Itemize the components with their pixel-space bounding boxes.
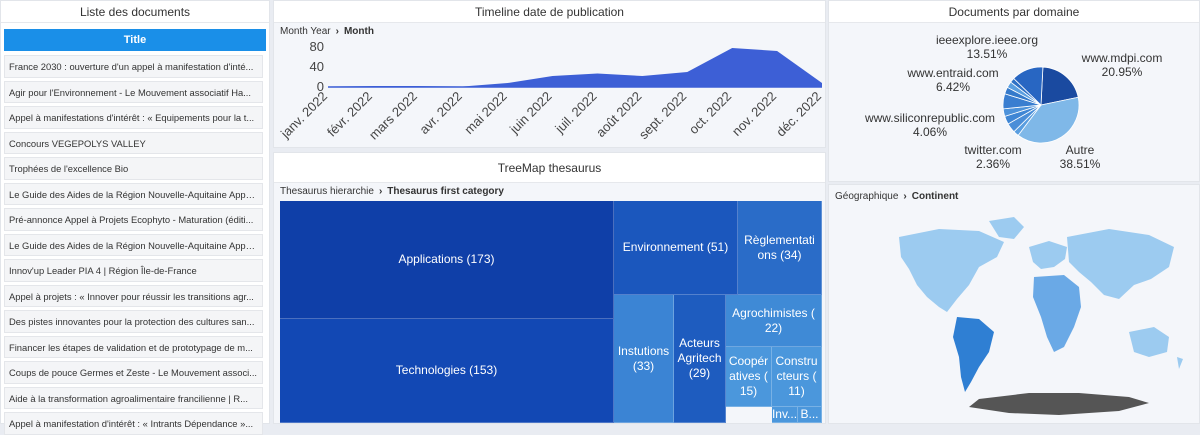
breadcrumb: Géographique › Continent xyxy=(829,185,1199,205)
document-list: France 2030 : ouverture d'un appel à man… xyxy=(1,55,269,435)
map-asia xyxy=(1067,229,1174,299)
list-item[interactable]: Concours VEGEPOLYS VALLEY xyxy=(4,131,263,154)
pie-label-twitter: twitter.com 2.36% xyxy=(964,143,1022,171)
panel-title: Timeline date de publication xyxy=(274,1,825,23)
panel-title: Liste des documents xyxy=(1,1,269,23)
x-tick-label: déc. 2022 xyxy=(773,89,824,140)
treemap-cell[interactable]: Instutions (33) xyxy=(614,295,674,423)
treemap-cell[interactable]: Règlementati ons (34) xyxy=(738,201,822,295)
map-south-america xyxy=(953,317,994,392)
list-item[interactable]: Innov'up Leader PIA 4 | Région Île-de-Fr… xyxy=(4,259,263,282)
x-tick-label: oct. 2022 xyxy=(686,89,734,137)
treemap-cell[interactable]: Technologies (153) xyxy=(280,319,614,423)
x-tick-label: nov. 2022 xyxy=(729,89,779,139)
map-oceania xyxy=(1129,327,1169,357)
documents-panel: Liste des documents Title France 2030 : … xyxy=(0,0,270,435)
treemap-cell[interactable]: Constru cteurs ( 11) xyxy=(772,347,822,407)
pie-label-ieee: ieeexplore.ieee.org 13.51% xyxy=(935,33,1039,61)
domain-panel: Documents par domaine ieeexplore.ieee.or… xyxy=(828,0,1200,182)
geo-panel: Géographique › Continent xyxy=(828,184,1200,424)
world-map[interactable] xyxy=(829,207,1200,422)
treemap-panel: TreeMap thesaurus Thesaurus hierarchie › T… xyxy=(273,152,826,424)
x-tick-label: mars 2022 xyxy=(366,89,420,143)
breadcrumb-parent[interactable]: Thesaurus hierarchie xyxy=(280,186,374,197)
treemap-cell[interactable]: Coopér atives ( 15) xyxy=(726,347,772,407)
map-antarctica xyxy=(969,393,1149,415)
list-item[interactable]: Le Guide des Aides de la Région Nouvelle… xyxy=(4,182,263,205)
map-new-zealand xyxy=(1177,357,1183,369)
breadcrumb-parent[interactable]: Géographique xyxy=(835,191,899,202)
area-series[interactable] xyxy=(328,48,822,87)
x-tick-label: janv. 2022 xyxy=(277,89,330,142)
breadcrumb-current: Continent xyxy=(911,191,959,202)
pie-slice[interactable] xyxy=(1017,96,1080,144)
column-header-title[interactable]: Title xyxy=(4,29,266,51)
list-item[interactable]: Trophées de l'excellence Bio xyxy=(4,157,263,180)
timeline-panel: Timeline date de publication Month Year ›… xyxy=(273,0,826,148)
map-africa xyxy=(1033,275,1081,352)
list-item[interactable]: Le Guide des Aides de la Région Nouvelle… xyxy=(4,233,263,256)
treemap-cell[interactable]: Environnement (51) xyxy=(614,201,738,295)
x-tick-label: avr. 2022 xyxy=(416,89,464,137)
pie-label-entraid: www.entraid.com 6.42% xyxy=(907,66,999,94)
pie-label-autre: Autre 38.51% xyxy=(1059,143,1101,171)
map-greenland xyxy=(989,217,1024,239)
breadcrumb-current: Month xyxy=(343,26,374,37)
chevron-right-icon: › xyxy=(903,191,907,202)
list-item[interactable]: France 2030 : ouverture d'un appel à man… xyxy=(4,55,263,78)
treemap-cell[interactable]: Applications (173) xyxy=(280,201,614,319)
x-tick-label: juin 2022 xyxy=(506,89,555,138)
map-north-america xyxy=(899,229,1004,312)
y-tick-label: 80 xyxy=(310,41,324,54)
domain-pie-chart[interactable] xyxy=(829,23,1200,183)
list-item[interactable]: Coups de pouce Germes et Zeste - Le Mouv… xyxy=(4,361,263,384)
list-item[interactable]: Appel à projets : « Innover pour réussir… xyxy=(4,284,263,307)
breadcrumb: Month Year › Month xyxy=(274,23,825,40)
chevron-right-icon: › xyxy=(335,26,339,37)
breadcrumb-current: Thesaurus first category xyxy=(387,186,504,197)
pie-label-mdpi: www.mdpi.com 20.95% xyxy=(1081,51,1163,79)
panel-title: TreeMap thesaurus xyxy=(274,153,825,183)
map-europe xyxy=(1029,241,1067,269)
x-tick-label: mai 2022 xyxy=(461,89,509,137)
treemap-area: Applications (173) Technologies (153) Envi… xyxy=(280,201,822,423)
list-item[interactable]: Financer les étapes de validation et de … xyxy=(4,335,263,358)
treemap-cell[interactable]: Agrochimistes ( 22) xyxy=(726,295,822,347)
y-tick-label: 40 xyxy=(310,59,324,74)
pie-slice[interactable] xyxy=(1013,66,1044,106)
chevron-right-icon: › xyxy=(378,186,383,197)
treemap-cell[interactable]: Acteurs Agritech (29) xyxy=(674,295,726,423)
list-item[interactable]: Aide à la transformation agroalimentaire… xyxy=(4,386,263,409)
pie-label-siliconrepublic: www.siliconrepublic.com 4.06% xyxy=(864,111,996,139)
x-tick-label: sept. 2022 xyxy=(636,89,690,143)
panel-title: Documents par domaine xyxy=(829,1,1199,23)
treemap-cell[interactable]: Inv... xyxy=(772,407,798,423)
pie-slice[interactable] xyxy=(1040,66,1079,106)
y-tick-label: 0 xyxy=(317,79,324,94)
treemap-cell[interactable]: B... xyxy=(798,407,822,423)
list-item[interactable]: Appel à manifestation d'intérêt : « Intr… xyxy=(4,412,263,435)
breadcrumb-parent[interactable]: Month Year xyxy=(280,26,331,37)
list-item[interactable]: Appel à manifestations d'intérêt : « Equ… xyxy=(4,106,263,129)
list-item[interactable]: Agir pour l'Environnement - Le Mouvement… xyxy=(4,80,263,103)
list-item[interactable]: Des pistes innovantes pour la protection… xyxy=(4,310,263,333)
list-item[interactable]: Pré-annonce Appel à Projets Ecophyto - M… xyxy=(4,208,263,231)
breadcrumb: Thesaurus hierarchie › Thesaurus first cat… xyxy=(274,183,825,200)
